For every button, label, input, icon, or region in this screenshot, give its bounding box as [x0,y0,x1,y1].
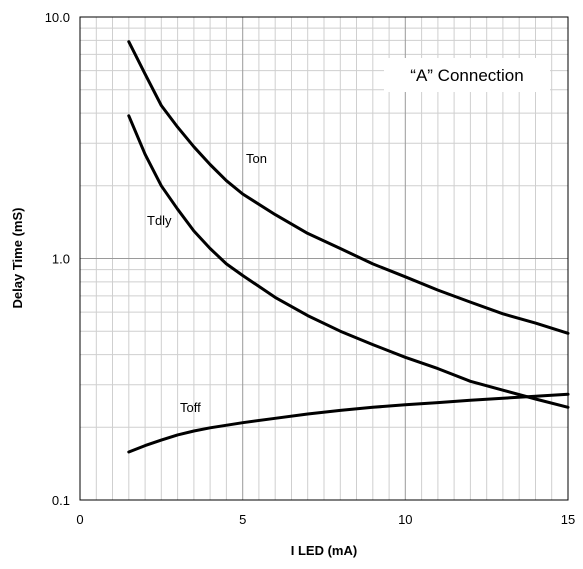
grid-major [80,17,568,500]
x-tick-label: 15 [561,512,575,527]
y-tick-label: 1.0 [52,252,70,267]
x-tick-label: 5 [239,512,246,527]
x-axis-title: I LED (mA) [291,543,357,558]
annotation-background [384,58,550,92]
x-tick-label: 0 [76,512,83,527]
x-tick-label: 10 [398,512,412,527]
annotation-box: “A” Connection [384,58,550,92]
series-lines [127,40,570,454]
annotation-text: “A” Connection [410,66,523,85]
y-tick-label: 10.0 [45,10,70,25]
series-label-tdly: Tdly [147,213,172,228]
y-tick-labels: 0.1 1.0 10.0 [45,10,70,508]
series-line-tdly [127,114,570,409]
y-axis-title: Delay Time (mS) [10,208,25,309]
y-tick-label: 0.1 [52,493,70,508]
x-tick-labels: 0 5 10 15 [76,512,575,527]
series-label-ton: Ton [246,151,267,166]
series-label-toff: Toff [180,400,201,415]
series-line-toff [127,392,570,454]
series-line-ton [127,40,570,335]
plot-area-border [79,16,569,501]
